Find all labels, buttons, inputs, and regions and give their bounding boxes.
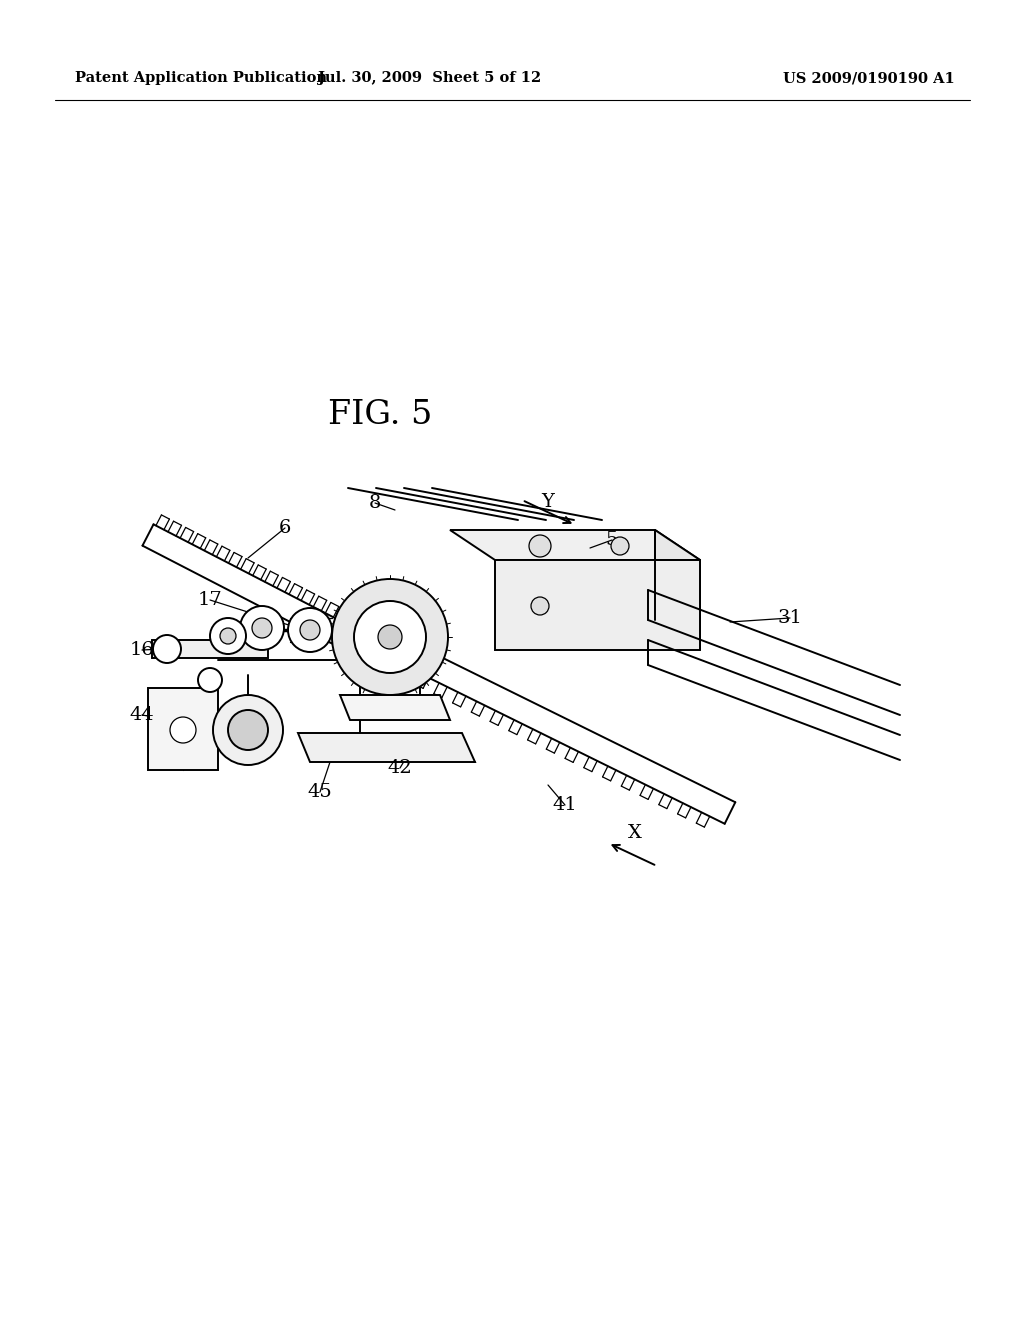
Text: 6: 6 bbox=[279, 519, 291, 537]
Text: 44: 44 bbox=[130, 706, 155, 723]
Polygon shape bbox=[655, 531, 700, 649]
Circle shape bbox=[611, 537, 629, 554]
Circle shape bbox=[378, 624, 402, 649]
Circle shape bbox=[213, 696, 283, 766]
Text: 41: 41 bbox=[553, 796, 578, 814]
Text: 5: 5 bbox=[606, 531, 618, 549]
Circle shape bbox=[220, 628, 236, 644]
Text: 7: 7 bbox=[230, 737, 243, 754]
Circle shape bbox=[210, 618, 246, 653]
Text: 17: 17 bbox=[198, 591, 222, 609]
Text: Patent Application Publication: Patent Application Publication bbox=[75, 71, 327, 84]
Circle shape bbox=[332, 579, 449, 696]
Circle shape bbox=[198, 668, 222, 692]
Circle shape bbox=[170, 717, 196, 743]
Circle shape bbox=[252, 618, 272, 638]
Text: FIG. 5: FIG. 5 bbox=[328, 399, 432, 432]
Circle shape bbox=[531, 597, 549, 615]
Circle shape bbox=[300, 620, 319, 640]
Text: US 2009/0190190 A1: US 2009/0190190 A1 bbox=[783, 71, 955, 84]
Text: Y: Y bbox=[542, 492, 554, 511]
Circle shape bbox=[240, 606, 284, 649]
Text: X: X bbox=[628, 824, 642, 842]
Polygon shape bbox=[495, 560, 700, 649]
Circle shape bbox=[529, 535, 551, 557]
Text: 45: 45 bbox=[307, 783, 333, 801]
Circle shape bbox=[288, 609, 332, 652]
Text: 31: 31 bbox=[777, 609, 803, 627]
Polygon shape bbox=[152, 640, 268, 657]
Text: 8: 8 bbox=[369, 494, 381, 512]
Text: Jul. 30, 2009  Sheet 5 of 12: Jul. 30, 2009 Sheet 5 of 12 bbox=[318, 71, 542, 84]
Circle shape bbox=[354, 601, 426, 673]
Text: 42: 42 bbox=[388, 759, 413, 777]
Polygon shape bbox=[340, 696, 450, 719]
Circle shape bbox=[153, 635, 181, 663]
Polygon shape bbox=[298, 733, 475, 762]
Text: 16: 16 bbox=[130, 642, 155, 659]
Polygon shape bbox=[450, 531, 700, 560]
Circle shape bbox=[228, 710, 268, 750]
Polygon shape bbox=[148, 688, 218, 770]
